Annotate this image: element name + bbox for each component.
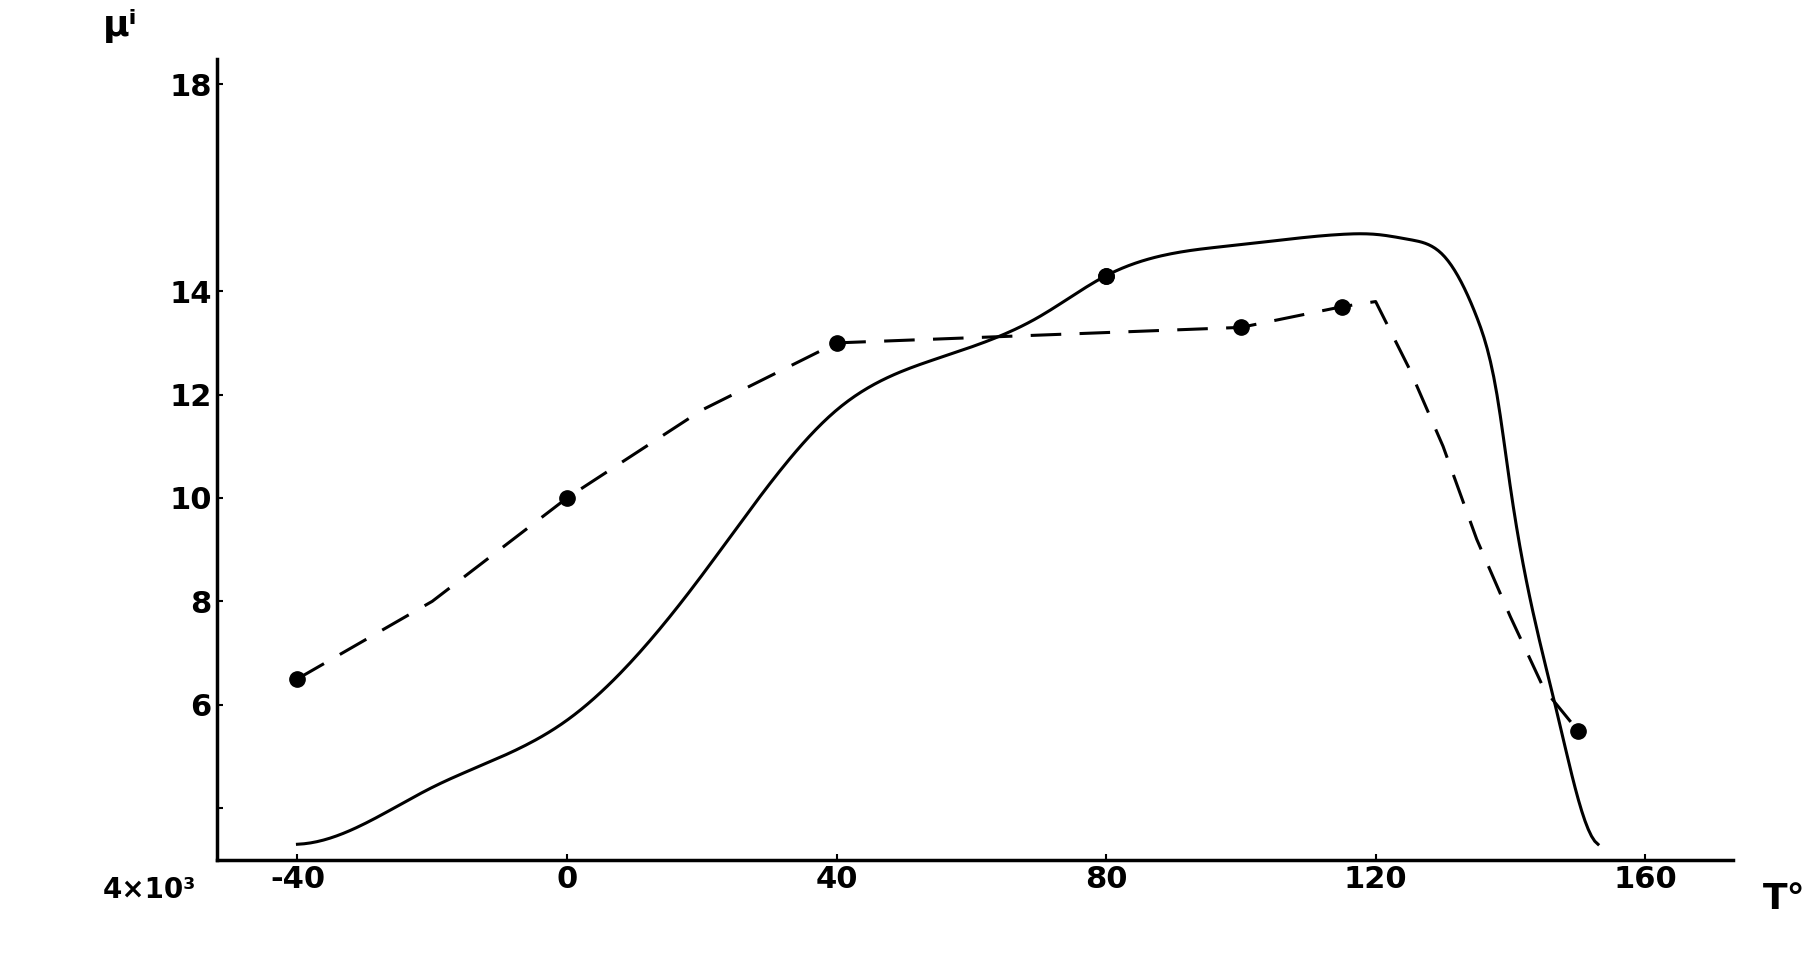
Text: T°C: T°C	[1763, 883, 1805, 916]
Text: 4×10³: 4×10³	[103, 875, 197, 904]
Text: μⁱ: μⁱ	[103, 9, 137, 43]
